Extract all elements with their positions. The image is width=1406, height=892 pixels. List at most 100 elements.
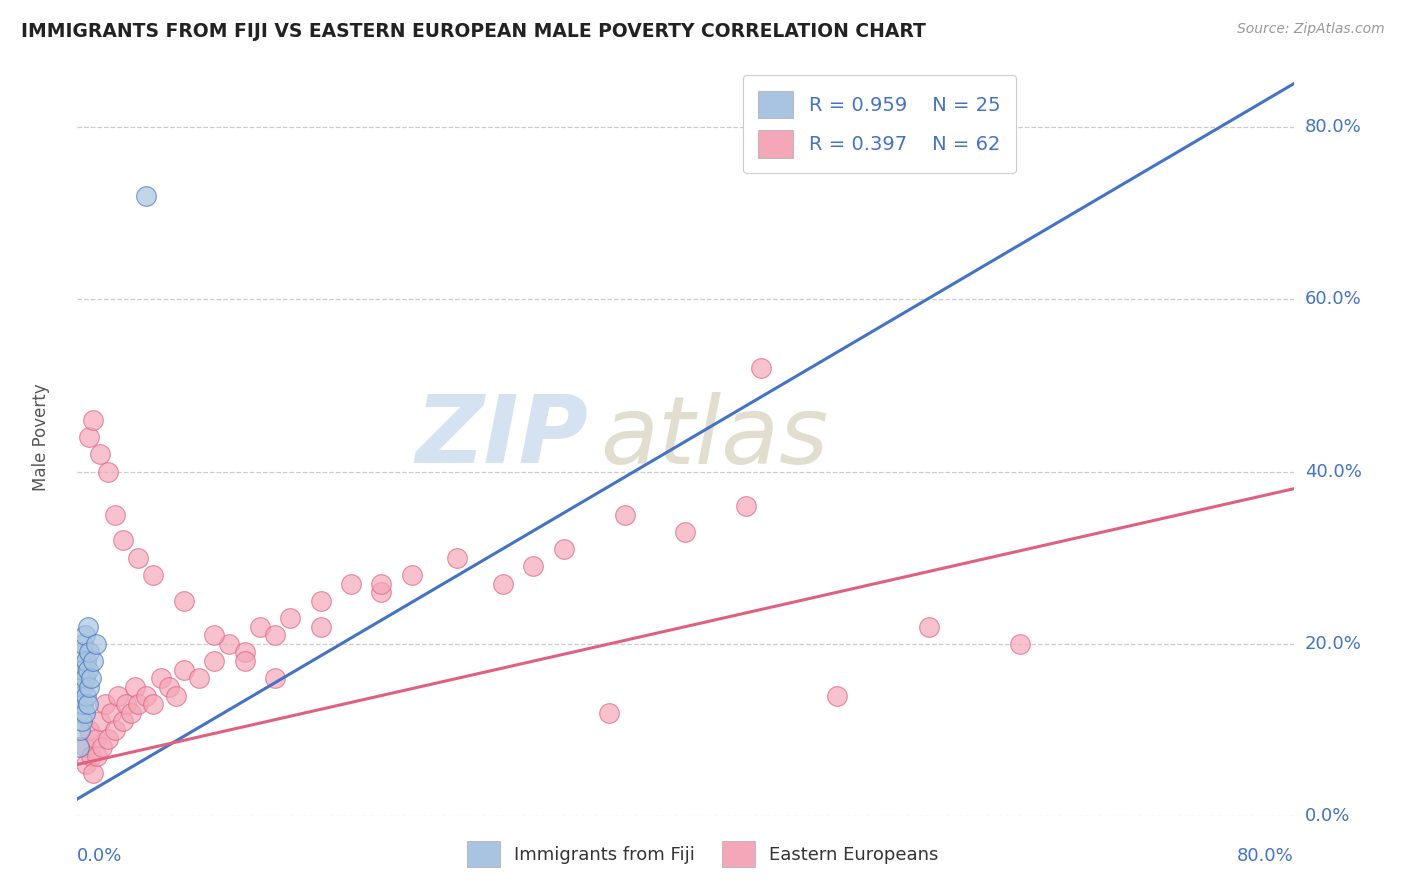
Point: [72, 663, 94, 677]
Point: [340, 576, 363, 591]
Point: [157, 680, 180, 694]
Point: [135, 689, 157, 703]
Point: [124, 680, 146, 694]
Point: [77, 697, 100, 711]
Point: [79, 645, 101, 659]
Text: 0.0%: 0.0%: [77, 847, 122, 864]
Point: [370, 585, 392, 599]
Point: [264, 671, 287, 685]
Point: [70, 645, 93, 659]
Point: [218, 637, 240, 651]
Text: Male Poverty: Male Poverty: [32, 384, 49, 491]
Point: [127, 550, 149, 565]
Point: [309, 594, 332, 608]
Point: [79, 680, 101, 694]
Text: atlas: atlas: [600, 392, 828, 483]
Point: [82, 766, 104, 780]
Point: [67, 706, 90, 720]
Point: [82, 413, 104, 427]
Point: [73, 628, 96, 642]
Point: [100, 706, 122, 720]
Point: [73, 706, 96, 720]
Point: [249, 619, 271, 633]
Point: [142, 697, 165, 711]
Point: [111, 714, 134, 729]
Point: [613, 508, 636, 522]
Text: 40.0%: 40.0%: [1305, 463, 1361, 481]
Text: 80.0%: 80.0%: [1305, 118, 1361, 136]
Legend: R = 0.959    N = 25, R = 0.397    N = 62: R = 0.959 N = 25, R = 0.397 N = 62: [742, 75, 1017, 173]
Text: 60.0%: 60.0%: [1305, 290, 1361, 309]
Point: [69, 723, 91, 737]
Text: IMMIGRANTS FROM FIJI VS EASTERN EUROPEAN MALE POVERTY CORRELATION CHART: IMMIGRANTS FROM FIJI VS EASTERN EUROPEAN…: [21, 22, 927, 41]
Point: [120, 706, 142, 720]
Point: [97, 465, 120, 479]
Point: [202, 628, 225, 642]
Point: [233, 654, 256, 668]
Point: [127, 697, 149, 711]
Point: [90, 740, 112, 755]
Point: [111, 533, 134, 548]
Text: 80.0%: 80.0%: [1237, 847, 1294, 864]
Point: [104, 723, 127, 737]
Point: [67, 740, 90, 755]
Text: 20.0%: 20.0%: [1305, 635, 1361, 653]
Point: [72, 637, 94, 651]
Point: [173, 663, 195, 677]
Point: [149, 671, 172, 685]
Point: [278, 611, 301, 625]
Point: [751, 361, 773, 376]
Point: [401, 568, 423, 582]
Point: [70, 680, 93, 694]
Point: [93, 697, 115, 711]
Point: [86, 748, 108, 763]
Point: [79, 723, 101, 737]
Point: [735, 499, 758, 513]
Point: [918, 619, 941, 633]
Point: [522, 559, 544, 574]
Point: [553, 542, 575, 557]
Point: [492, 576, 515, 591]
Point: [80, 748, 103, 763]
Point: [77, 663, 100, 677]
Point: [1008, 637, 1031, 651]
Point: [75, 689, 97, 703]
Point: [69, 689, 91, 703]
Point: [97, 731, 120, 746]
Point: [75, 654, 97, 668]
Point: [264, 628, 287, 642]
Point: [202, 654, 225, 668]
Point: [80, 671, 103, 685]
Point: [84, 637, 107, 651]
Point: [188, 671, 211, 685]
Point: [446, 550, 468, 565]
Point: [77, 619, 100, 633]
Point: [82, 654, 104, 668]
Text: Source: ZipAtlas.com: Source: ZipAtlas.com: [1237, 22, 1385, 37]
Point: [233, 645, 256, 659]
Point: [165, 689, 187, 703]
Point: [107, 689, 129, 703]
Point: [89, 714, 111, 729]
Point: [73, 740, 96, 755]
Text: ZIP: ZIP: [415, 391, 588, 483]
Point: [142, 568, 165, 582]
Point: [75, 757, 97, 772]
Point: [104, 508, 127, 522]
Point: [370, 576, 392, 591]
Point: [309, 619, 332, 633]
Point: [79, 430, 101, 444]
Point: [827, 689, 849, 703]
Point: [115, 697, 138, 711]
Point: [173, 594, 195, 608]
Point: [69, 671, 91, 685]
Point: [73, 671, 96, 685]
Point: [598, 706, 620, 720]
Point: [84, 731, 107, 746]
Point: [675, 524, 697, 539]
Point: [70, 714, 93, 729]
Point: [89, 447, 111, 461]
Text: 0.0%: 0.0%: [1305, 807, 1350, 825]
Legend: Immigrants from Fiji, Eastern Europeans: Immigrants from Fiji, Eastern Europeans: [460, 834, 946, 874]
Point: [72, 697, 94, 711]
